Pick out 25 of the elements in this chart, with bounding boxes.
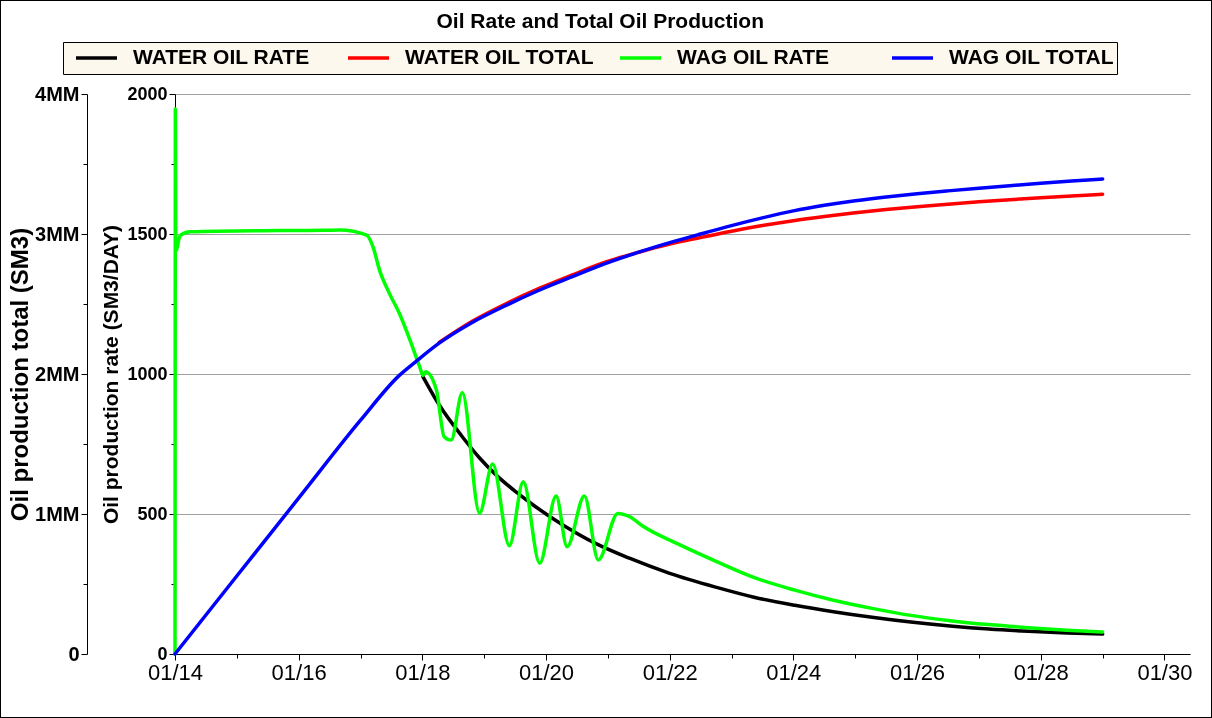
y-tick-label: 1500	[127, 223, 168, 244]
y-tick-label: 2000	[127, 83, 168, 104]
y-tick-label: 1000	[127, 363, 168, 384]
y2-tick-label: 1MM	[35, 502, 80, 525]
y-axis-title: Oil production rate (SM3/DAY)	[99, 224, 123, 525]
x-tick-label: 01/28	[1013, 659, 1069, 685]
x-tick-label: 01/26	[890, 659, 946, 685]
y2-tick-label: 2MM	[35, 362, 80, 385]
legend-label: WAG OIL RATE	[677, 45, 830, 68]
x-tick-label: 01/20	[518, 659, 574, 685]
legend-label: WAG OIL TOTAL	[949, 45, 1114, 68]
x-tick-label: 01/16	[271, 659, 327, 685]
y-tick-label: 500	[137, 503, 168, 524]
x-tick-label: 01/18	[395, 659, 451, 685]
y2-tick-label: 3MM	[35, 222, 80, 245]
line-series	[421, 375, 1105, 636]
y2-axis-title: Oil production total (SM3)	[6, 227, 34, 522]
x-tick-label: 01/30	[1137, 659, 1193, 685]
chart-title: Oil Rate and Total Oil Production	[436, 8, 764, 32]
y2-tick-label: 4MM	[35, 82, 80, 105]
y2-tick-label: 0	[68, 642, 80, 665]
x-tick-label: 01/24	[766, 659, 822, 685]
x-tick-label: 01/22	[642, 659, 698, 685]
legend-label: WATER OIL RATE	[133, 45, 310, 68]
legend-label: WATER OIL TOTAL	[405, 45, 594, 68]
